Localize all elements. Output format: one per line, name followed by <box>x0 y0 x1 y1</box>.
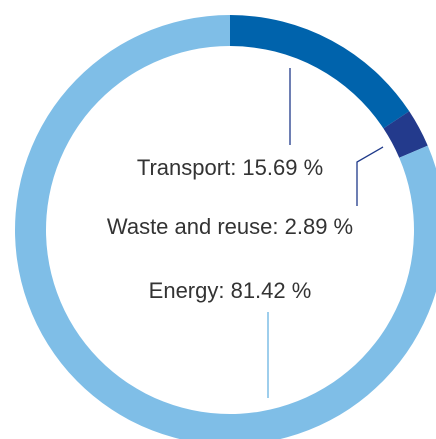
donut <box>15 15 436 439</box>
data-label: Transport: 15.69 % <box>137 155 323 180</box>
donut-segment <box>230 15 410 129</box>
donut-segment <box>383 111 428 158</box>
data-label: Energy: 81.42 % <box>149 278 312 303</box>
leader-line <box>356 146 384 206</box>
data-label: Waste and reuse: 2.89 % <box>107 214 353 239</box>
